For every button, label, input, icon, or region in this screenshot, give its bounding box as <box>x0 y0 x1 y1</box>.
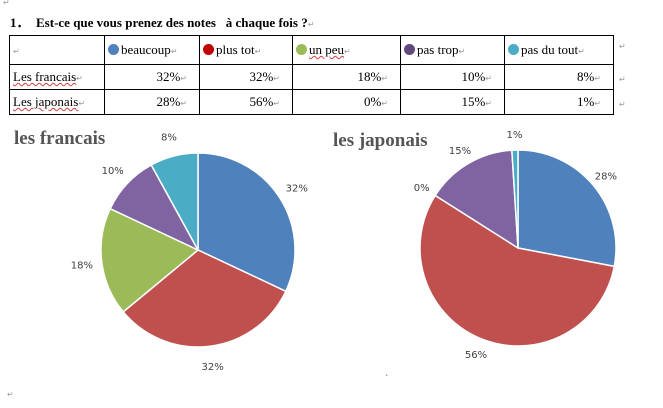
header-blank-cell: ↵ <box>9 35 105 65</box>
table-row-francais: Les francais↵ 32%↵ 32%↵ 18%↵ 10%↵ 8%↵ <box>9 64 614 90</box>
paragraph-mark-icon: ↵ <box>3 0 10 7</box>
cell-mark-icon: ↵ <box>594 74 601 83</box>
pie-slice-plus-tot <box>419 194 616 347</box>
header-cell-plus-tot: plus tot↵ <box>199 35 293 65</box>
cell-mark-icon: ↵ <box>458 47 466 56</box>
row-label-cell: Les japonais↵ <box>9 89 105 115</box>
value-cell: 15%↵ <box>400 89 505 115</box>
pie-data-label: 18% <box>71 261 93 272</box>
cell-value: 18% <box>357 69 382 84</box>
cell-mark-icon: ↵ <box>180 74 187 83</box>
value-cell: 0%↵ <box>292 89 401 115</box>
cell-value: 0% <box>363 94 382 109</box>
legend-dot-icon <box>203 44 214 55</box>
row-label-cell: Les francais↵ <box>9 64 105 90</box>
value-cell: 8%↵ <box>504 64 614 90</box>
pie-slice-un-peu <box>100 207 200 313</box>
pie-data-label: 10% <box>102 166 124 177</box>
question-heading: 1． Est-ce que vous prenez des notes à ch… <box>10 12 314 31</box>
pie-data-label: 15% <box>449 146 471 157</box>
cell-value: 56% <box>249 94 274 109</box>
value-cell: 18%↵ <box>292 64 401 90</box>
header-label: beaucoup <box>121 42 171 57</box>
cell-value: 32% <box>156 69 181 84</box>
cell-mark-icon: ↵ <box>485 99 492 108</box>
cell-mark-icon: ↵ <box>273 74 280 83</box>
row-end-mark-icon: ↵ <box>619 75 626 84</box>
chart-title-francais: les francais <box>14 128 106 149</box>
pie-slice-pas-du-tout <box>511 149 519 249</box>
cell-mark-icon: ↵ <box>170 47 178 56</box>
chart-title-japonais: les japonais <box>333 130 428 151</box>
cell-mark-icon: ↵ <box>594 99 601 108</box>
pie-slice-beaucoup <box>517 149 617 268</box>
cell-mark-icon: ↵ <box>485 74 492 83</box>
pie-chart-japonais: 28% 56% 0% 15% 1% <box>414 130 617 361</box>
value-cell: 56%↵ <box>199 89 293 115</box>
value-cell: 32%↵ <box>199 64 293 90</box>
header-cell-un-peu: un peu↵ <box>292 35 401 65</box>
pie-slice-pas-du-tout <box>150 152 199 251</box>
legend-dot-icon <box>108 44 119 55</box>
return-mark-icon: ↵ <box>307 20 315 29</box>
row-label: Les japonais <box>13 94 79 109</box>
results-table: ↵ beaucoup↵ plus tot↵ un peu↵ pas trop↵ … <box>9 35 614 115</box>
cell-mark-icon: ↵ <box>180 99 187 108</box>
cell-mark-icon: ↵ <box>381 99 388 108</box>
stray-dot: ˋ <box>385 373 389 383</box>
cell-mark-icon: ↵ <box>13 47 20 56</box>
legend-dot-icon <box>296 44 307 55</box>
pie-data-label: 28% <box>595 171 617 182</box>
row-end-mark-icon: ↵ <box>619 42 626 51</box>
cell-value: 10% <box>461 69 486 84</box>
value-cell: 10%↵ <box>400 64 505 90</box>
table-row-japonais: Les japonais↵ 28%↵ 56%↵ 0%↵ 15%↵ 1%↵ <box>9 89 614 115</box>
row-end-mark-icon: ↵ <box>619 100 626 109</box>
pie-data-label: 0% <box>414 183 430 194</box>
cell-value: 8% <box>576 69 595 84</box>
question-number: 1． <box>10 15 30 30</box>
header-label: un peu <box>309 42 345 57</box>
cell-value: 28% <box>156 94 181 109</box>
pie-data-label: 1% <box>506 130 522 141</box>
cell-mark-icon: ↵ <box>578 47 585 56</box>
pie-data-label: 8% <box>161 133 177 144</box>
cell-mark-icon: ↵ <box>381 74 388 83</box>
row-label: Les francais <box>13 69 77 84</box>
pie-data-label: 32% <box>286 183 308 194</box>
paragraph-mark-icon: ↵ <box>7 390 14 399</box>
cell-mark-icon: ↵ <box>78 99 86 108</box>
value-cell: 1%↵ <box>504 89 614 115</box>
header-label: pas trop <box>417 42 459 57</box>
pie-slice-pas-trop <box>434 149 519 250</box>
value-cell: 28%↵ <box>104 89 200 115</box>
cell-value: 1% <box>576 94 595 109</box>
header-label: pas du tout <box>521 42 579 57</box>
legend-dot-icon <box>508 44 519 55</box>
header-cell-pas-du-tout: pas du tout↵ <box>504 35 614 65</box>
header-cell-pas-trop: pas trop↵ <box>400 35 505 65</box>
pie-chart-francais: 32% 32% 18% 10% 8% <box>71 133 308 373</box>
pie-slice-plus-tot <box>122 249 287 348</box>
cell-mark-icon: ↵ <box>254 47 262 56</box>
table-header-row: ↵ beaucoup↵ plus tot↵ un peu↵ pas trop↵ … <box>9 35 614 65</box>
pie-data-label: 56% <box>465 350 487 361</box>
cell-value: 32% <box>249 69 274 84</box>
legend-dot-icon <box>404 44 415 55</box>
cell-mark-icon: ↵ <box>344 47 351 56</box>
pie-slice-beaucoup <box>197 152 296 293</box>
cell-mark-icon: ↵ <box>273 99 280 108</box>
question-text: Est-ce que vous prenez des notes à chaqu… <box>36 15 308 30</box>
pie-data-label: 32% <box>202 362 224 373</box>
cell-mark-icon: ↵ <box>76 74 83 83</box>
header-label: plus tot <box>216 42 255 57</box>
cell-value: 15% <box>461 94 486 109</box>
